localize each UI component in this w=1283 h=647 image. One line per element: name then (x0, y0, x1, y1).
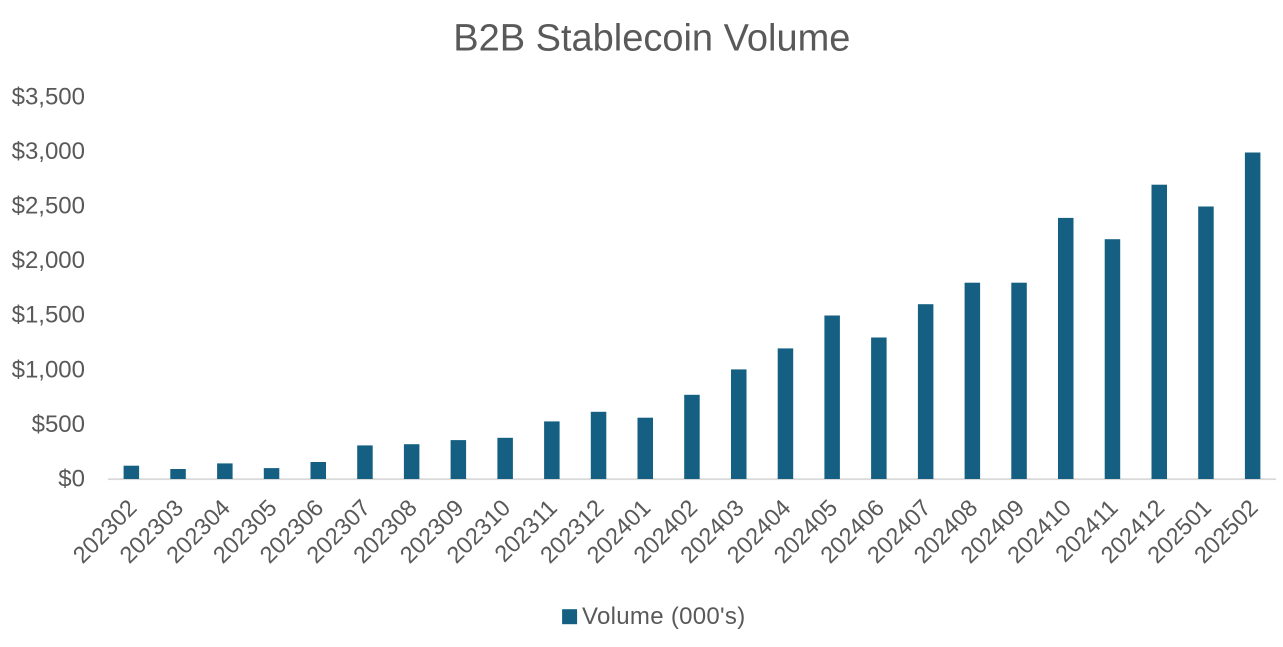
svg-text:$1,500: $1,500 (12, 302, 85, 329)
svg-text:$2,500: $2,500 (12, 193, 85, 220)
svg-text:$0: $0 (58, 465, 85, 492)
svg-text:$500: $500 (32, 411, 85, 438)
svg-text:$3,500: $3,500 (12, 84, 85, 111)
svg-text:$3,000: $3,000 (12, 138, 85, 165)
svg-text:$2,000: $2,000 (12, 247, 85, 274)
svg-text:$1,000: $1,000 (12, 356, 85, 383)
svg-text:B2B Stablecoin Volume: B2B Stablecoin Volume (453, 17, 850, 59)
svg-text:Volume (000's): Volume (000's) (582, 603, 746, 630)
